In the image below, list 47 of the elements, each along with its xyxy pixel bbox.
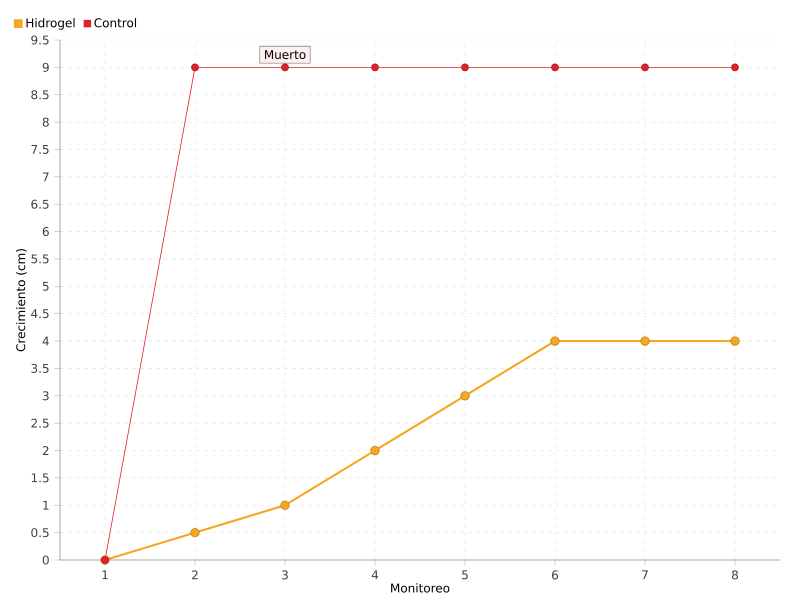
point [460, 391, 470, 400]
x-tick-label: 4 [372, 570, 378, 580]
y-tick-label: 2 [42, 446, 48, 455]
point [191, 64, 199, 72]
annotation: Muerto [265, 50, 306, 60]
y-tick-label: 6 [42, 227, 49, 236]
point [280, 500, 290, 510]
y-tick-label: 5 [42, 282, 49, 291]
y-tick-label: 1 [43, 500, 48, 510]
y-tick-label: 3 [42, 391, 49, 400]
point [461, 64, 469, 72]
point [551, 64, 559, 72]
point [371, 64, 379, 72]
x-tick-label: 8 [732, 570, 738, 580]
point [730, 336, 740, 346]
point [641, 64, 649, 72]
y-tick-label: 7.5 [31, 145, 49, 154]
x-tick-label: 5 [462, 570, 468, 580]
x-tick-label: 2 [192, 570, 198, 580]
y-axis-title: Crecimiento (cm) [16, 249, 27, 352]
y-tick-label: 3.5 [31, 364, 49, 373]
y-tick-label: 8 [42, 118, 49, 127]
y-tick-label: 6.5 [31, 200, 49, 209]
point [731, 64, 739, 72]
x-tick-label: 1 [102, 570, 108, 580]
x-tick-label: 3 [282, 570, 288, 580]
y-tick-label: 2.5 [31, 418, 49, 428]
y-tick-label: 7 [42, 172, 49, 182]
point [190, 528, 200, 538]
x-axis-title: Monitoreo [391, 583, 450, 593]
y-tick-label: 9 [42, 62, 49, 72]
y-tick-label: 0 [42, 555, 49, 565]
x-tick-label: 7 [642, 570, 648, 580]
point [550, 336, 560, 346]
y-tick-label: 9.5 [31, 35, 49, 45]
y-tick-label: 4 [42, 336, 49, 346]
x-tick-label: 6 [552, 570, 558, 580]
y-tick-label: 8.5 [31, 90, 49, 100]
y-tick-label: 4.5 [31, 309, 49, 318]
point [370, 446, 380, 456]
point [640, 336, 650, 346]
y-tick-label: 1.5 [32, 473, 49, 482]
y-tick-label: 5.5 [31, 254, 49, 264]
point [281, 64, 289, 72]
legend-label: Control [94, 18, 136, 28]
y-tick-label: 0.5 [31, 528, 49, 538]
legend-label: Hidrogel [26, 18, 75, 30]
